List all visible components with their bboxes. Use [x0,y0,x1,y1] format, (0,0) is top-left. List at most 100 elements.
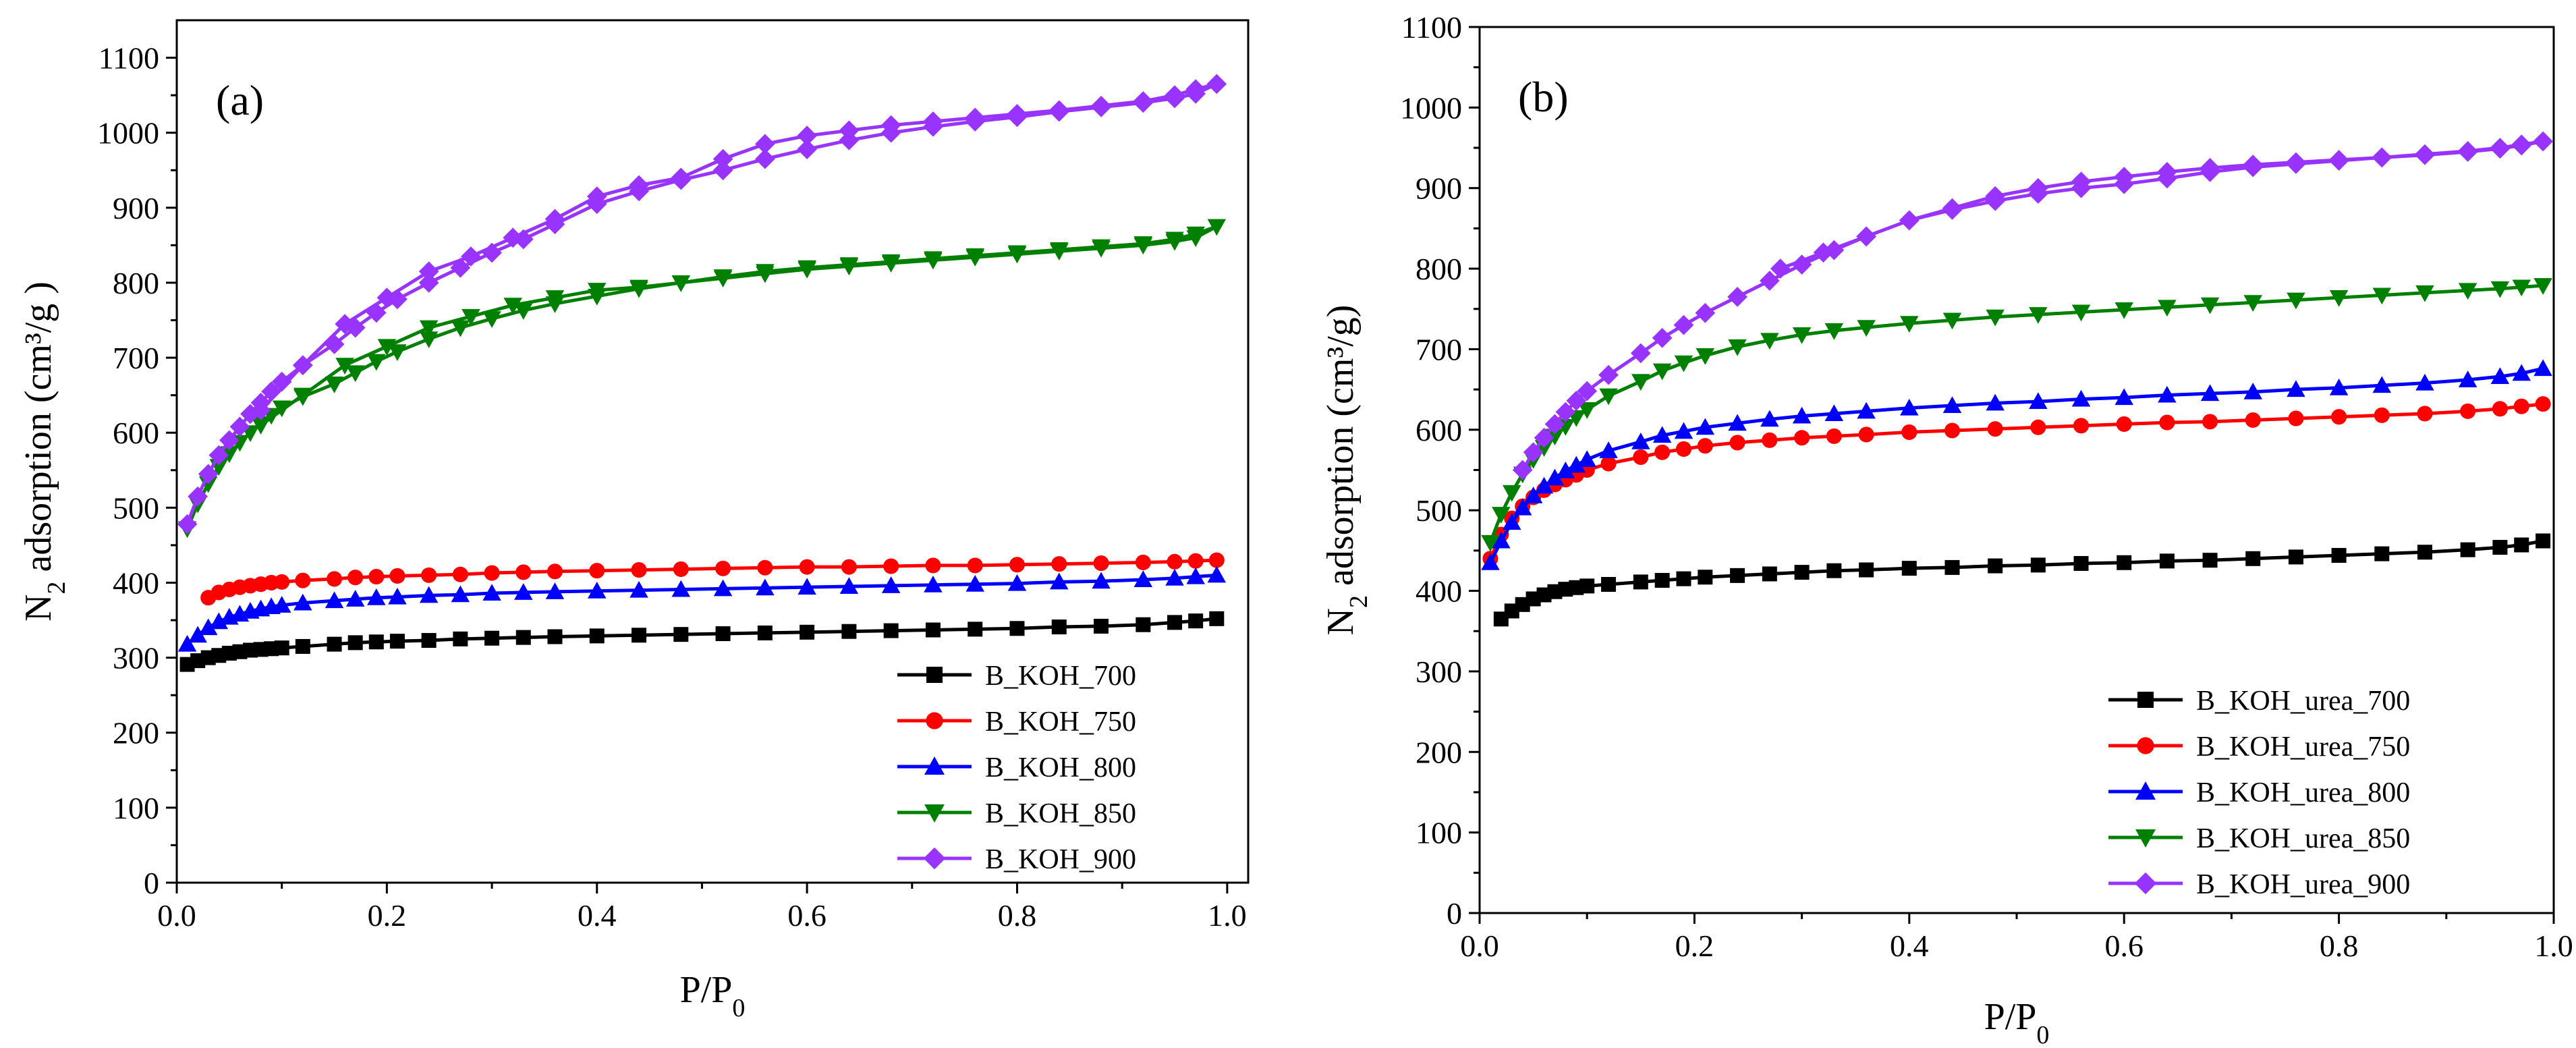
data-point [293,387,312,405]
data-point [1791,254,1812,275]
data-point [368,569,385,585]
data-point [1729,435,1745,451]
data-point [177,634,197,652]
y-tick-label: 400 [1416,574,1462,609]
data-point [1857,320,1876,337]
data-point [2514,537,2529,553]
data-point [547,563,563,580]
data-point [1007,104,1028,124]
data-point [272,596,291,613]
data-point [1794,430,1810,446]
data-point [1167,553,1183,570]
data-point [1523,486,1543,503]
data-point [1944,559,1960,575]
data-point [367,354,386,371]
data-point [2512,279,2531,297]
data-point [219,430,240,451]
x-tick-label: 0.8 [998,898,1037,933]
x-tick-label: 0.6 [787,898,827,933]
data-point [2027,184,2048,204]
x-tick-label: 0.4 [1890,929,1929,963]
data-point [2458,370,2477,387]
data-point [883,623,899,638]
legend-swatch-marker [926,667,943,683]
y-tick-label: 600 [113,416,159,450]
data-point [2511,134,2532,155]
data-point [715,560,731,576]
data-point [1857,402,1876,419]
x-axis-label-subscript: 0 [732,994,745,1022]
y-tick-label: 800 [1416,252,1462,286]
data-point [229,416,250,437]
legend-label: B_KOH_urea_900 [2196,869,2410,900]
data-point [2492,401,2508,417]
data-point [2513,398,2529,414]
data-point [419,331,439,349]
data-point [673,627,689,642]
y-tick-label: 700 [1416,332,1462,366]
legend-swatch-marker [926,712,943,729]
series-B_KOH_850 [177,219,1227,539]
data-point [632,628,647,643]
data-point [1601,576,1617,592]
y-tick-label: 300 [113,641,159,675]
data-point [368,634,384,650]
data-point [2116,416,2132,433]
data-point [2202,414,2218,430]
data-point [2287,380,2305,397]
data-point [1759,271,1780,291]
data-point [1093,555,1109,572]
data-point [1579,578,1595,594]
data-point [250,400,271,420]
data-point [1675,441,1692,458]
data-point [1186,567,1205,584]
data-point [1695,302,1716,323]
data-point [461,246,481,267]
data-point [965,107,986,128]
y-axis-label-subscript: 2 [1345,595,1373,608]
data-point [2245,551,2261,566]
series-B_KOH_urea_850 [1481,278,2552,552]
data-point [2071,304,2091,322]
data-point [2286,154,2306,174]
x-axis-label-main: P/P [1984,996,2037,1038]
data-point [2115,302,2133,319]
y-tick-label: 800 [113,266,159,300]
data-point [1577,402,1596,419]
legend-swatch-marker [924,804,945,823]
data-point [1826,563,1842,578]
data-point [1135,554,1151,571]
data-point [1824,323,1844,340]
data-point [1544,414,1565,435]
data-point [324,334,345,354]
data-point [1630,343,1651,364]
data-point [515,564,532,580]
data-point [292,355,313,376]
data-point [757,625,773,640]
data-point [1900,398,1919,416]
data-point [2202,553,2218,568]
data-point [366,302,387,323]
data-point [2490,367,2510,385]
data-point [2158,300,2177,317]
data-point [1534,427,1555,448]
data-point [1185,79,1206,100]
data-point [1048,100,1069,121]
data-point [1534,476,1554,494]
data-point [188,626,207,643]
data-point [1092,239,1111,256]
data-point [2533,278,2552,295]
data-point [1600,456,1617,472]
data-point [2415,373,2434,391]
data-point [1859,562,1874,578]
data-point [208,445,229,466]
data-point [1503,513,1521,530]
series-B_KOH_800 [177,566,1227,652]
data-point [965,574,984,592]
data-point [2417,406,2433,422]
data-point [925,557,941,574]
data-point [797,139,817,159]
data-point [2512,364,2531,381]
data-point [1523,442,1544,463]
legend-label: B_KOH_urea_800 [2196,777,2410,808]
